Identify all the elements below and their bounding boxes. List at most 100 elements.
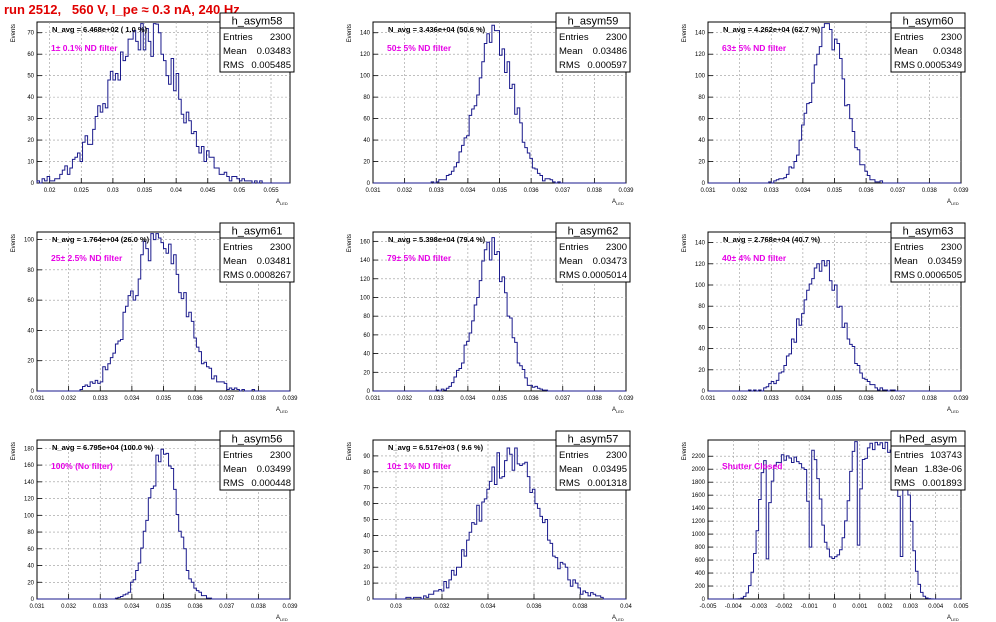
histogram-line: [373, 447, 626, 600]
x-tick-label: 0.037: [890, 396, 906, 402]
y-axis-label: Events: [11, 442, 17, 460]
stats-box: [555, 222, 631, 283]
y-tick-label: 20: [363, 160, 370, 166]
y-tick-label: 50: [363, 518, 370, 524]
y-tick-label: 60: [363, 502, 370, 508]
y-tick-label: 100: [695, 283, 706, 289]
y-tick-label: 160: [360, 239, 371, 245]
stats-value: 2300: [941, 32, 962, 43]
y-tick-label: 2200: [692, 454, 706, 460]
y-axis-label: Events: [347, 442, 353, 460]
y-tick-label: 140: [695, 31, 706, 37]
y-tick-label: 60: [27, 547, 34, 553]
y-tick-label: 1800: [692, 480, 706, 486]
nominal-label: N_avg = 6.468e+02 ( 1.0 %): [52, 25, 148, 34]
x-tick-label: 0.032: [434, 604, 450, 610]
filter-annotation: Shutter Closed: [722, 461, 782, 471]
x-tick-label: 0.038: [587, 396, 603, 402]
x-tick-label: 0.037: [555, 188, 571, 194]
y-tick-label: 100: [24, 238, 35, 244]
y-tick-label: 80: [698, 95, 705, 101]
x-tick-label: 0.003: [903, 604, 919, 610]
x-tick-label: 0.035: [827, 188, 843, 194]
x-axis-label: ALED: [276, 615, 288, 622]
y-tick-label: 60: [27, 52, 34, 58]
stats-value: 0.03495: [593, 464, 627, 475]
x-tick-label: 0.038: [922, 396, 938, 402]
x-tick-label: 0.031: [365, 396, 381, 402]
histogram-name: h_asym59: [568, 16, 619, 28]
x-axis-label: ALED: [612, 407, 624, 414]
y-tick-label: 2000: [692, 467, 706, 473]
y-tick-label: 20: [27, 359, 34, 365]
y-tick-label: 80: [363, 95, 370, 101]
y-tick-label: 80: [27, 530, 34, 536]
y-axis-label: Events: [11, 24, 17, 42]
y-tick-label: 80: [27, 268, 34, 274]
y-tick-label: 20: [27, 138, 34, 144]
y-tick-label: 400: [695, 571, 706, 577]
x-tick-label: 0.039: [953, 396, 969, 402]
y-tick-label: 20: [363, 565, 370, 571]
x-tick-label: 0.033: [764, 188, 780, 194]
filter-annotation: 25± 2.5% ND filter: [51, 253, 123, 263]
y-tick-label: 0: [702, 181, 706, 187]
y-axis-label: Events: [347, 24, 353, 42]
x-tick-label: 0.034: [795, 396, 811, 402]
stats-value: 0.001893: [922, 478, 962, 489]
y-tick-label: 20: [27, 580, 34, 586]
x-tick-label: 0.034: [460, 188, 476, 194]
stats-box: [890, 430, 966, 491]
x-tick-label: 0.038: [587, 188, 603, 194]
x-tick-label: 0.032: [397, 188, 413, 194]
stats-box: [219, 12, 295, 73]
x-tick-label: 0.039: [282, 604, 298, 610]
x-tick-label: -0.005: [699, 604, 717, 610]
y-tick-label: 40: [363, 352, 370, 358]
y-tick-label: 140: [360, 258, 371, 264]
stats-key: RMS: [894, 60, 915, 71]
x-tick-label: 0.02: [44, 188, 56, 194]
y-tick-label: 1200: [692, 519, 706, 525]
x-tick-label: 0.036: [526, 604, 542, 610]
histogram-line: [708, 441, 961, 600]
stats-value: 2300: [606, 450, 627, 461]
x-tick-label: 0.035: [137, 188, 153, 194]
y-tick-label: 0: [31, 597, 35, 603]
stats-value: 0.005485: [251, 60, 291, 71]
histogram-panel-h_asym63: 0.031 0.032 0.033 0.034 0.035 0.036 0.037 0.038…: [682, 222, 969, 414]
y-tick-label: 60: [27, 298, 34, 304]
y-tick-label: 60: [363, 117, 370, 123]
y-tick-label: 100: [24, 513, 35, 519]
stats-key: Entries: [894, 242, 924, 253]
histogram-name: h_asym61: [232, 226, 283, 238]
x-tick-label: 0.033: [93, 604, 109, 610]
stats-value: 0.03483: [257, 46, 291, 57]
y-tick-label: 0: [31, 181, 35, 187]
histogram-name: h_asym60: [903, 16, 954, 28]
x-axis-label: ALED: [276, 199, 288, 206]
stats-key: Entries: [223, 450, 253, 461]
x-tick-label: 0.04: [170, 188, 182, 194]
stats-key: RMS: [894, 478, 915, 489]
x-tick-label: 0.055: [264, 188, 280, 194]
stats-value: 0.0005349: [917, 60, 962, 71]
y-tick-label: 140: [360, 31, 371, 37]
histogram-line: [708, 260, 961, 392]
x-tick-label: 0.038: [922, 188, 938, 194]
y-tick-label: 40: [698, 138, 705, 144]
y-tick-label: 120: [695, 52, 706, 58]
x-tick-label: 0.033: [429, 396, 445, 402]
y-tick-label: 30: [363, 549, 370, 555]
stats-value: 0.000597: [587, 60, 627, 71]
filter-annotation: 50± 5% ND filter: [387, 43, 452, 53]
stats-key: RMS: [223, 270, 244, 281]
histogram-panel-h_asym59: 0.031 0.032 0.033 0.034 0.035 0.036 0.037 0.038…: [347, 12, 634, 206]
x-tick-label: 0.037: [890, 188, 906, 194]
stats-key: Entries: [223, 32, 253, 43]
x-tick-label: 0.025: [74, 188, 90, 194]
stats-value: 0.03459: [928, 256, 962, 267]
nominal-label: N_avg = 6.795e+04 (100.0 %): [52, 443, 154, 452]
stats-key: Entries: [223, 242, 253, 253]
nominal-label: N_avg = 4.262e+04 (62.7 %): [723, 25, 821, 34]
